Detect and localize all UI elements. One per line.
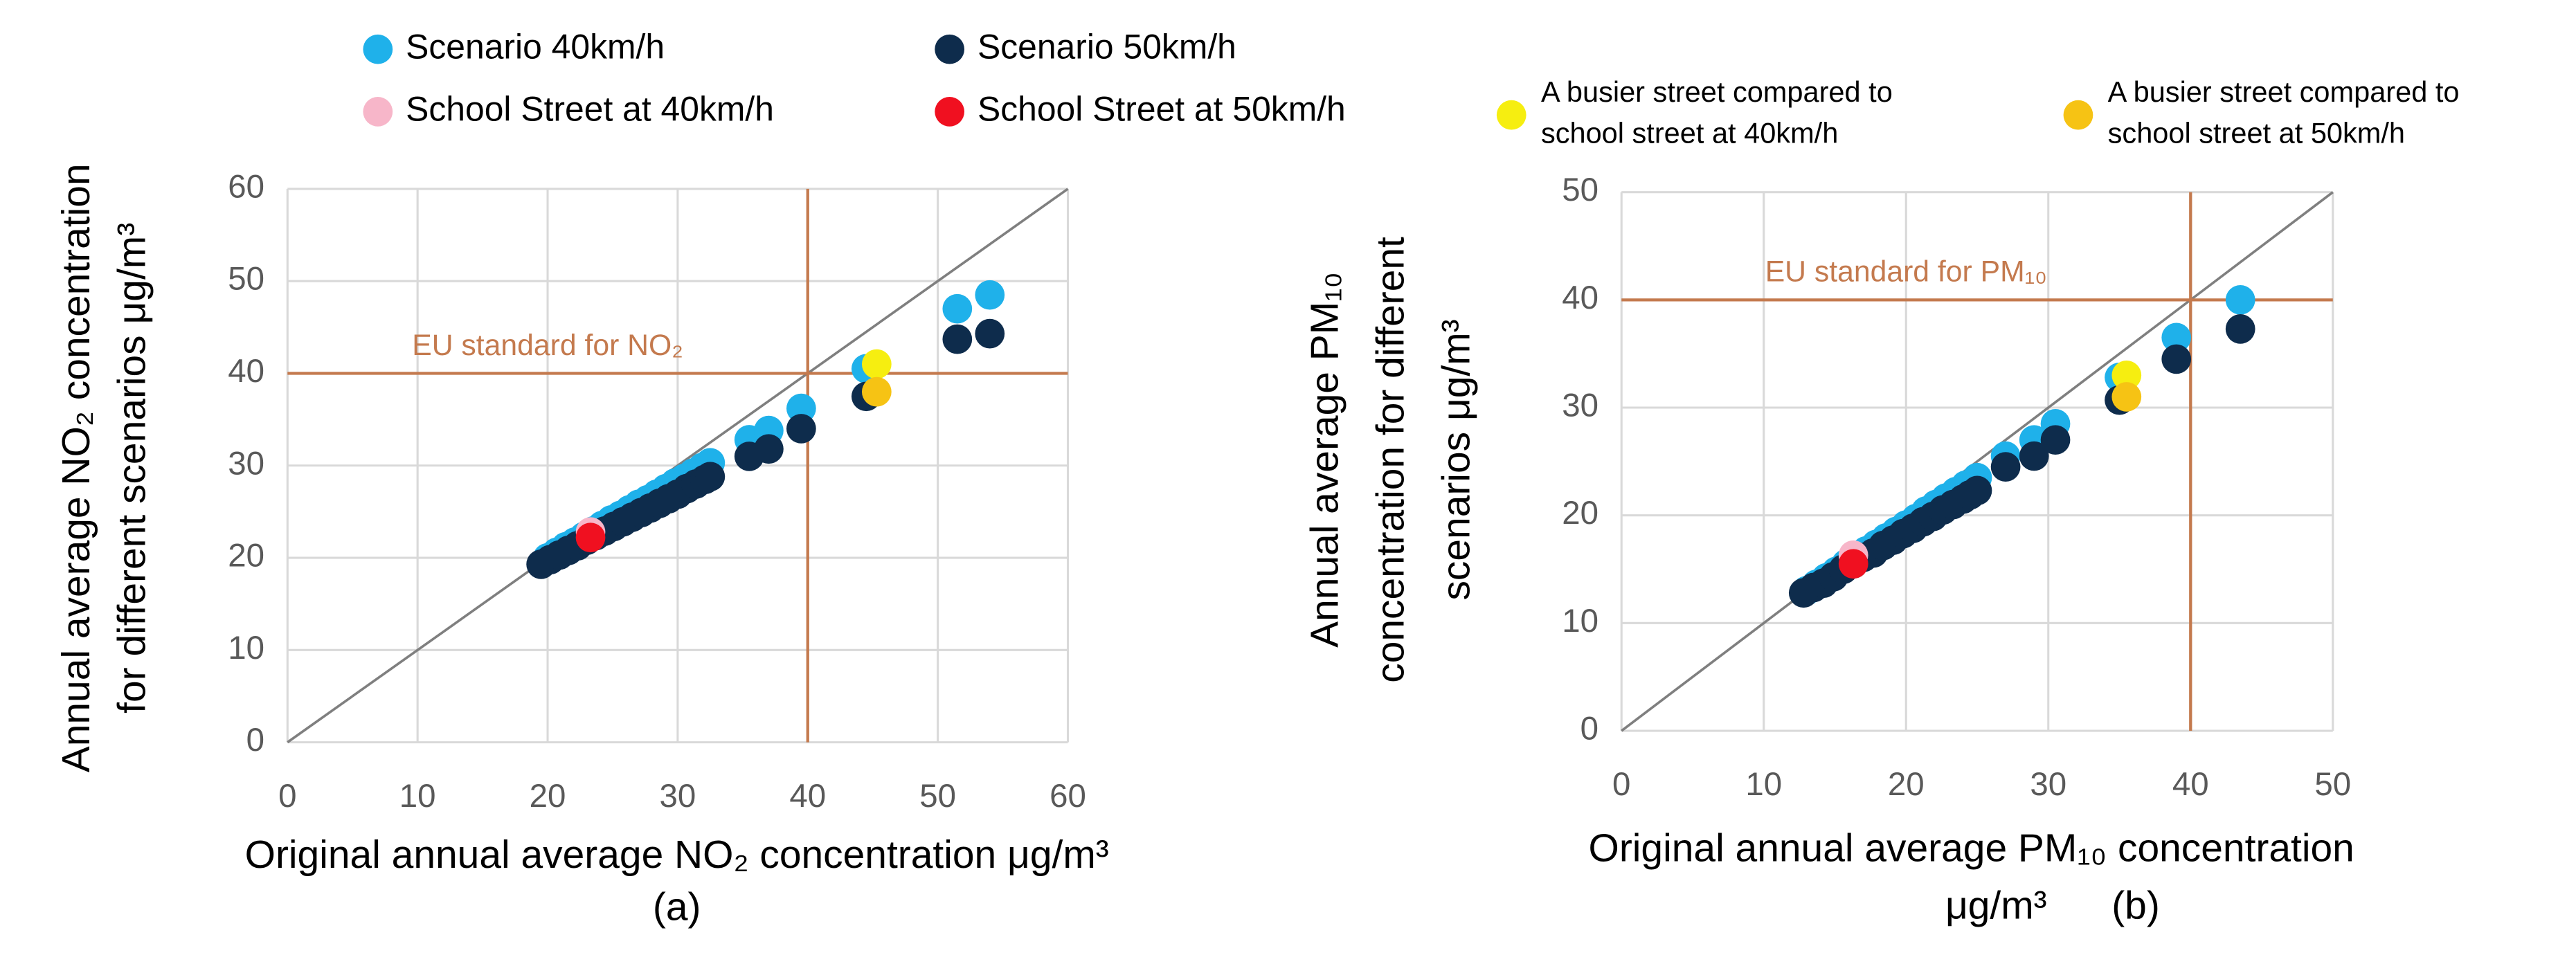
y-tick-label: 20 [228,538,264,574]
y-tick-label: 60 [228,168,264,205]
legend-label-box: A busier street compared to school stree… [2107,75,2460,149]
legend-marker [363,97,393,127]
point [975,280,1005,310]
x-axis-label: Original annual average PM₁₀ concentrati… [1589,826,2354,870]
point [975,318,1005,349]
legend-label: Scenario 40km/h [406,27,665,66]
point [1838,549,1868,579]
x-axis-label: Original annual average NO₂ concentratio… [245,833,1109,877]
y-tick-label: 30 [228,445,264,482]
x-tick-label: 0 [1612,766,1630,803]
y-axis-label: scenarios μg/m³ [1434,319,1478,600]
y-axis-label: concentration for different [1368,237,1412,683]
y-tick-label: 40 [1562,280,1598,316]
point [942,324,973,354]
y-tick-label: 50 [1562,172,1598,208]
legend-marker [1496,100,1526,130]
legend-label: School Street at 50km/h [978,90,1346,129]
point [695,462,726,492]
point [2040,425,2071,455]
y-axis-label: Annual average NO₂ concentration [54,163,98,772]
legend-marker [2063,100,2093,130]
point [861,376,892,407]
x-tick-label: 20 [530,778,566,815]
y-tick-label: 50 [228,261,264,298]
x-tick-label: 30 [2030,766,2066,803]
panel-label: (b) [2111,883,2160,927]
y-tick-label: 0 [1580,711,1598,747]
point [2161,344,2192,374]
x-tick-label: 30 [660,778,696,815]
x-tick-label: 10 [1745,766,1782,803]
legend-label: Scenario 50km/h [978,27,1236,66]
point [786,393,816,424]
x-tick-label: 50 [2314,766,2351,803]
point [2111,360,2142,390]
eu-standard-label: EU standard for PM₁₀ [1765,255,2047,289]
legend-label-box: A busier street compared to school stree… [1540,75,1893,149]
y-axis-label: for different scenarios μg/m³ [110,223,154,713]
point [1962,475,1992,506]
y-tick-label: 10 [228,630,264,666]
point [861,349,892,379]
x-tick-label: 20 [1888,766,1925,803]
x-tick-label: 0 [278,778,296,815]
point [942,293,973,324]
y-tick-label: 20 [1562,495,1598,531]
identity-line [1621,191,2334,732]
legend-marker [935,34,965,64]
x-tick-label: 10 [399,778,436,815]
x-axis-label: μg/m³ [1945,883,2047,927]
point [2225,284,2255,315]
y-tick-label: 10 [1562,603,1598,639]
legend-marker [363,34,393,64]
y-tick-label: 40 [228,353,264,390]
x-tick-label: 40 [2172,766,2209,803]
y-axis-label: Annual average PM₁₀ [1303,272,1347,648]
legend-marker [935,97,965,127]
x-tick-label: 50 [919,778,956,815]
point [754,434,784,464]
x-tick-label: 40 [789,778,826,815]
y-tick-label: 0 [246,722,264,758]
x-tick-label: 60 [1050,778,1086,815]
eu-standard-label: EU standard for NO₂ [412,329,683,362]
point [2225,313,2255,344]
y-tick-label: 30 [1562,388,1598,424]
point [2019,441,2049,471]
point [2111,382,2142,412]
point [1990,452,2021,482]
legend-label: A busier street compared to school stree… [1540,75,1893,149]
point [2161,322,2192,353]
panel-label: (a) [653,885,701,929]
point [575,522,606,553]
legend-label: A busier street compared to school stree… [2107,75,2460,149]
point [786,414,816,444]
legend-label: School Street at 40km/h [406,90,774,129]
